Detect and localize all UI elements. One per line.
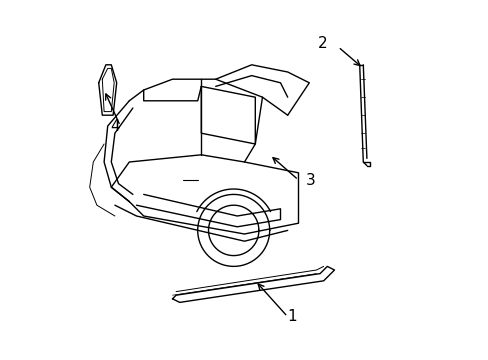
- Text: 4: 4: [110, 118, 120, 134]
- Text: 1: 1: [287, 309, 297, 324]
- Text: 2: 2: [317, 36, 326, 51]
- Text: 3: 3: [305, 172, 315, 188]
